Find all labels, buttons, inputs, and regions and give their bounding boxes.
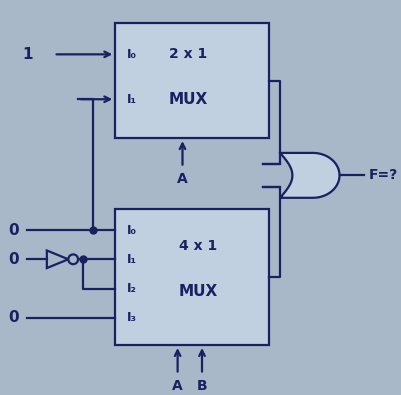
Bar (115, 209, 269, 345)
Text: 0: 0 (8, 252, 19, 267)
Text: F=?: F=? (368, 168, 397, 182)
Text: MUX: MUX (168, 92, 208, 107)
Text: A: A (177, 172, 187, 186)
Text: 4 x 1: 4 x 1 (178, 239, 216, 253)
Text: 0: 0 (8, 310, 19, 325)
Text: A: A (172, 379, 182, 393)
Text: I₁: I₁ (127, 253, 136, 266)
Text: MUX: MUX (178, 284, 217, 299)
Text: 2 x 1: 2 x 1 (168, 47, 207, 61)
Text: I₂: I₂ (127, 282, 136, 295)
Text: 1: 1 (22, 47, 32, 62)
Text: 0: 0 (8, 222, 19, 237)
Text: I₁: I₁ (127, 93, 136, 106)
Text: I₃: I₃ (127, 311, 136, 324)
Text: B: B (196, 379, 207, 393)
Text: I₀: I₀ (127, 48, 136, 61)
Text: I₀: I₀ (127, 224, 136, 237)
Bar (115, 23, 269, 138)
Polygon shape (279, 153, 339, 198)
